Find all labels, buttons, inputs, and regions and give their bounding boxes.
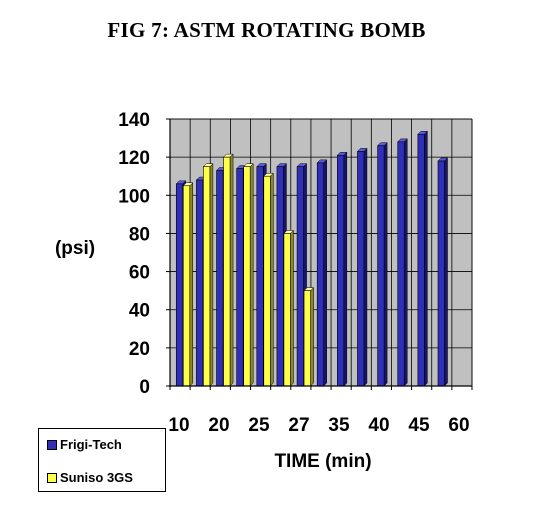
legend-item-suniso-3gs: Suniso 3GS <box>47 470 133 485</box>
bar-frigi-tech <box>376 142 388 387</box>
bar-frigi-tech <box>336 151 348 387</box>
bar-front <box>397 141 405 387</box>
x-tick-label: 40 <box>368 415 389 436</box>
bar-frigi-tech <box>356 147 368 387</box>
bar-side <box>290 229 294 387</box>
x-tick-label: 45 <box>408 415 430 436</box>
bar-front <box>175 183 184 387</box>
legend-label-suniso-3gs: Suniso 3GS <box>60 470 133 485</box>
x-tick-label: 10 <box>168 415 189 436</box>
y-tick-label: 0 <box>139 377 150 398</box>
bar-front <box>337 154 345 387</box>
bar-side <box>249 163 254 387</box>
bar-side <box>189 182 194 387</box>
legend-swatch-frigi-tech <box>47 439 57 450</box>
bar-front <box>182 185 191 387</box>
bar-front <box>316 162 325 387</box>
bar-suniso-3gs <box>303 287 315 387</box>
legend-swatch-suniso-3gs <box>47 472 57 483</box>
bar-front <box>263 175 271 387</box>
y-tick-label: 120 <box>118 148 150 169</box>
y-tick-label: 40 <box>129 301 150 322</box>
bar-front <box>283 233 291 387</box>
bar-front <box>303 290 311 387</box>
legend-label-frigi-tech: Frigi-Tech <box>60 437 122 452</box>
chart-title: FIG 7: ASTM ROTATING BOMB <box>107 18 426 42</box>
bar-suniso-3gs <box>222 153 234 387</box>
bar-frigi-tech <box>316 159 328 387</box>
bar-frigi-tech <box>397 138 408 387</box>
bar-front <box>276 166 284 387</box>
bar-front <box>377 145 385 387</box>
bar-front <box>437 160 445 387</box>
y-axis-label: (psi) <box>55 238 95 259</box>
bar-suniso-3gs <box>182 182 194 387</box>
x-tick-label: 60 <box>448 415 469 436</box>
bar-side <box>424 130 428 387</box>
bar-front <box>256 166 264 387</box>
bar-front <box>203 166 211 387</box>
x-axis-label: TIME (min) <box>274 451 371 472</box>
y-tick-label: 20 <box>129 339 150 360</box>
bar-front <box>243 166 251 387</box>
bar-side <box>343 151 348 387</box>
bar-side <box>310 287 314 387</box>
bar-side <box>363 147 368 387</box>
x-tick-label: 25 <box>248 415 270 436</box>
bar-front <box>296 166 304 387</box>
bar-suniso-3gs <box>243 163 254 387</box>
bar-suniso-3gs <box>202 163 214 387</box>
bar-front <box>196 179 204 387</box>
bar-side <box>444 157 448 387</box>
bar-front <box>223 156 231 387</box>
x-tick-label: 35 <box>328 415 350 436</box>
bar-front <box>216 170 224 387</box>
y-tick-label: 60 <box>129 263 150 284</box>
bar-side <box>270 172 274 387</box>
y-tick-label: 80 <box>129 224 150 245</box>
bar-front <box>236 168 244 387</box>
bar-front <box>417 133 425 387</box>
bar-side <box>403 138 408 387</box>
x-tick-label: 27 <box>288 415 309 436</box>
bar-frigi-tech <box>437 157 449 387</box>
y-tick-label: 140 <box>118 110 150 131</box>
legend: Frigi-Tech Suniso 3GS <box>38 428 166 492</box>
bar-front <box>357 151 365 387</box>
bar-side <box>323 159 327 387</box>
bar-side <box>229 153 234 387</box>
bar-side <box>209 163 214 387</box>
bar-frigi-tech <box>417 130 428 387</box>
bar-side <box>383 142 388 387</box>
y-tick-label: 100 <box>118 186 150 207</box>
bar-suniso-3gs <box>263 172 274 387</box>
legend-item-frigi-tech: Frigi-Tech <box>47 437 122 452</box>
bar-suniso-3gs <box>283 229 295 387</box>
x-tick-label: 20 <box>208 415 229 436</box>
